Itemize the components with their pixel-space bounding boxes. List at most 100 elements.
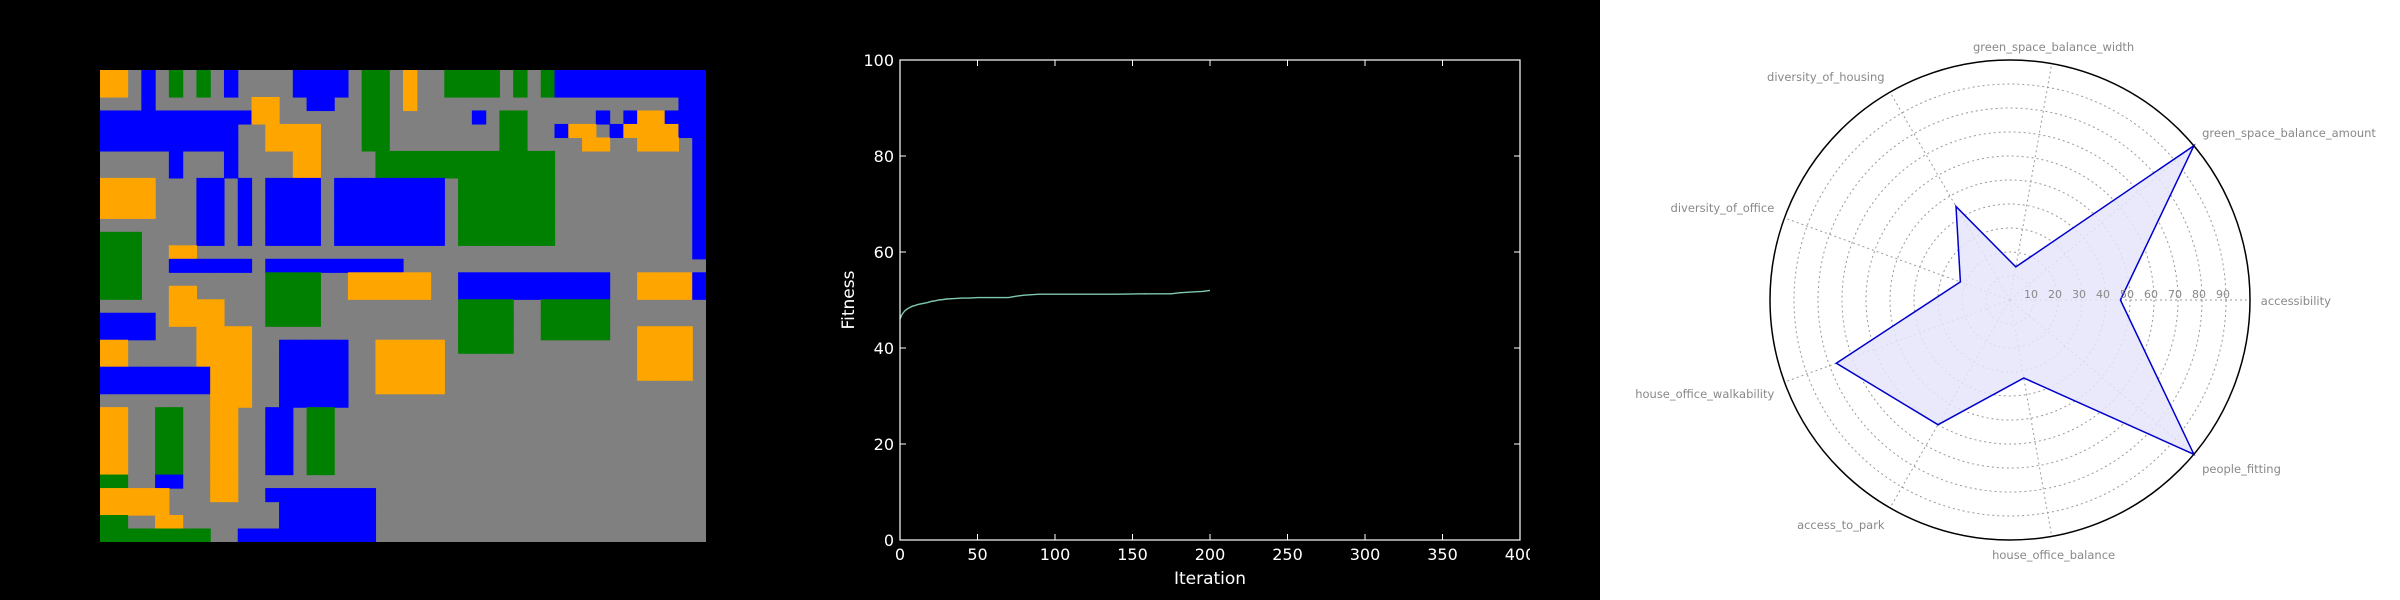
radar-axis-label: people_fitting	[2202, 462, 2281, 476]
grid-cell-office	[168, 380, 184, 395]
grid-cell-housing	[141, 488, 156, 503]
grid-cell-office	[155, 366, 170, 381]
y-tick-label: 20	[874, 435, 894, 454]
grid-cell-green	[100, 272, 115, 287]
grid-cell-office	[210, 123, 225, 139]
grid-cell-office	[568, 272, 583, 287]
grid-cell-green	[471, 218, 487, 233]
grid-cell-housing	[168, 299, 184, 314]
grid-cell-office	[279, 528, 294, 542]
grid-cell-housing	[292, 150, 308, 165]
grid-cell-green	[540, 83, 556, 98]
grid-cell-green	[458, 204, 473, 219]
grid-cell-office	[334, 353, 349, 368]
grid-cell-office	[113, 123, 129, 139]
grid-cell-office	[361, 501, 377, 516]
grid-cell-green	[113, 231, 129, 246]
grid-cell-green	[320, 420, 335, 435]
grid-cell-office	[113, 137, 129, 152]
grid-cell-office	[141, 326, 156, 341]
y-tick-label: 60	[874, 243, 894, 262]
grid-cell-housing	[389, 366, 404, 381]
grid-cell-green	[471, 299, 487, 314]
grid-cell-office	[265, 447, 280, 462]
grid-cell-office	[595, 272, 611, 287]
grid-cell-office	[595, 110, 611, 125]
grid-cell-office	[265, 528, 280, 542]
x-tick-label: 250	[1272, 545, 1303, 564]
grid-cell-office	[223, 258, 239, 273]
grid-cell-green	[471, 70, 487, 85]
grid-cell-green	[375, 150, 390, 165]
grid-cell-green	[155, 420, 170, 435]
grid-cell-office	[279, 191, 294, 206]
grid-cell-office	[623, 70, 638, 85]
grid-cell-housing	[595, 137, 611, 152]
grid-cell-office	[320, 515, 335, 530]
grid-cell-green	[265, 312, 280, 327]
grid-cell-housing	[347, 285, 363, 300]
grid-cell-green	[458, 150, 473, 165]
grid-cell-green	[168, 447, 184, 462]
grid-cell-housing	[664, 339, 680, 354]
grid-cell-green	[471, 326, 487, 341]
grid-cell-green	[444, 164, 459, 179]
grid-cell-office	[113, 110, 129, 125]
grid-cell-housing	[100, 501, 115, 516]
grid-cell-green	[540, 218, 556, 233]
grid-cell-housing	[650, 137, 666, 152]
grid-cell-green	[540, 177, 556, 192]
grid-cell-housing	[650, 110, 666, 125]
grid-cell-office	[692, 245, 706, 260]
grid-cell-office	[306, 70, 321, 85]
grid-cell-green	[306, 312, 321, 327]
grid-cell-office	[141, 312, 156, 327]
grid-cell-office	[320, 488, 335, 503]
radar-ring	[1841, 131, 2179, 469]
grid-cell-office	[361, 204, 377, 219]
grid-cell-housing	[141, 177, 156, 192]
grid-cell-housing	[210, 353, 225, 368]
grid-cell-housing	[306, 137, 321, 152]
grid-cell-housing	[113, 501, 129, 516]
grid-cell-green	[196, 83, 211, 98]
grid-cell-green	[485, 326, 501, 341]
grid-cell-office	[692, 110, 706, 125]
grid-cell-green	[155, 461, 170, 476]
grid-cell-office	[237, 191, 253, 206]
grid-cell-green	[100, 528, 115, 542]
grid-cell-office	[265, 488, 280, 503]
grid-cell-office	[279, 258, 294, 273]
grid-cell-green	[471, 150, 487, 165]
grid-cell-office	[210, 218, 225, 233]
x-tick-label: 50	[967, 545, 987, 564]
grid-cell-housing	[292, 164, 308, 179]
grid-cell-office	[375, 231, 390, 246]
grid-cell-office	[692, 177, 706, 192]
grid-cell-office	[265, 258, 280, 273]
grid-cell-office	[416, 218, 432, 233]
grid-cell-green	[306, 420, 321, 435]
grid-cell-housing	[678, 353, 693, 368]
grid-cell-green	[430, 150, 445, 165]
grid-cell-green	[526, 231, 542, 246]
radar-ring-label: 80	[2192, 288, 2206, 301]
grid-cell-housing	[389, 380, 404, 395]
grid-cell-office	[292, 380, 308, 395]
grid-cell-green	[306, 434, 321, 449]
grid-cell-office	[210, 231, 225, 246]
grid-cell-office	[196, 204, 211, 219]
results-panel: 0 50 100 150 200 250 300 350 400 0 20 40 60 80 100 Iter…	[100, 51, 1530, 589]
grid-cell-green	[485, 177, 501, 192]
grid-cell-green	[113, 245, 129, 260]
grid-cell-office	[375, 218, 390, 233]
grid-cell-office	[265, 191, 280, 206]
grid-cell-housing	[389, 339, 404, 354]
grid-cell-green	[458, 218, 473, 233]
grid-cell-office	[100, 326, 115, 341]
radar-panel: 10 20 30 40 50 60 70 80 90 accessibility green_spa…	[1600, 0, 2400, 600]
grid-cell-housing	[430, 366, 445, 381]
grid-cell-housing	[127, 501, 142, 516]
grid-cell-office	[692, 231, 706, 246]
grid-cell-green	[127, 272, 142, 287]
